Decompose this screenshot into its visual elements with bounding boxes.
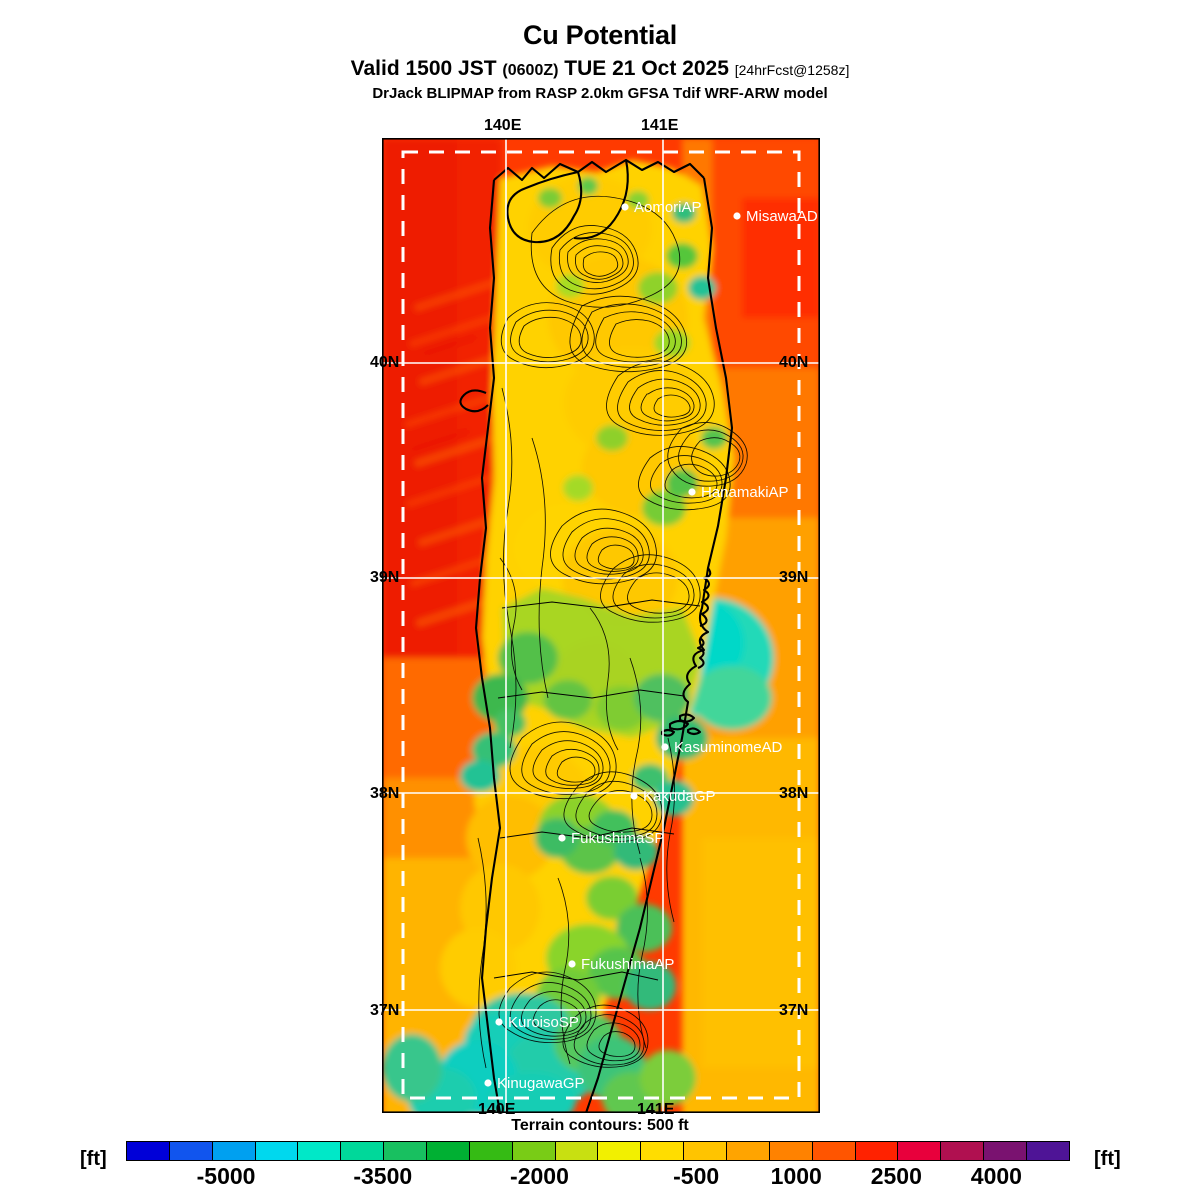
- station-misawaad[interactable]: MisawaAD: [733, 208, 818, 225]
- station-marker-icon: [733, 212, 741, 220]
- colorbar-segment-6: [384, 1142, 428, 1160]
- station-kasuminomead[interactable]: KasuminomeAD: [661, 739, 783, 756]
- colorbar-unit-right: [ft]: [1094, 1148, 1121, 1170]
- station-hanamakiap[interactable]: HanamakiAP: [688, 484, 789, 501]
- station-marker-icon: [621, 203, 629, 211]
- station-label: FukushimaSP: [571, 830, 664, 847]
- valid-utc: (0600Z): [502, 62, 559, 79]
- terrain-contour-note: Terrain contours: 500 ft: [511, 1117, 689, 1134]
- colorbar-tick-4000: 4000: [970, 1163, 1022, 1189]
- model-domain-border: [401, 150, 801, 1100]
- station-label: FukushimaAP: [581, 956, 674, 973]
- valid-time-line: Valid 1500 JST (0600Z) TUE 21 Oct 2025 […: [0, 58, 1200, 79]
- station-label: KuroisoSP: [508, 1014, 579, 1031]
- lon-label-bottom-140e: 140E: [478, 1101, 516, 1118]
- colorbar-segment-9: [512, 1142, 556, 1160]
- colorbar-segment-4: [298, 1142, 342, 1160]
- station-label: AomoriAP: [634, 199, 702, 216]
- lat-label-left-37n: 37N: [370, 1002, 400, 1019]
- terrain-contours: [477, 195, 748, 1069]
- station-marker-icon: [568, 960, 576, 968]
- colorbar-segment-1: [169, 1142, 213, 1160]
- lat-label-left-40n: 40N: [370, 354, 400, 371]
- colorbar-segment-19: [941, 1142, 985, 1160]
- colorbar-tick-labels: -5000 -3500 -2000 -500 1000 2500 4000: [126, 1163, 1070, 1197]
- station-label: MisawaAD: [746, 208, 818, 225]
- station-label: KinugawaGP: [497, 1075, 585, 1092]
- colorbar-segment-13: [684, 1142, 728, 1160]
- model-description: DrJack BLIPMAP from RASP 2.0km GFSA Tdif…: [372, 85, 828, 102]
- colorbar-unit-left: [ft]: [80, 1148, 107, 1170]
- station-label: KakudaGP: [643, 788, 716, 805]
- colorbar-segment-0: [127, 1142, 170, 1160]
- colorbar-tick-1000: 1000: [770, 1163, 822, 1189]
- map-canvas[interactable]: AomoriAP MisawaAD HanamakiAP KasuminomeAD Ka…: [382, 138, 820, 1113]
- colorbar-tick-2500: 2500: [870, 1163, 922, 1189]
- colorbar-segment-16: [812, 1142, 856, 1160]
- station-layer[interactable]: AomoriAP MisawaAD HanamakiAP KasuminomeAD Ka…: [484, 199, 818, 1092]
- colorbar-segment-3: [255, 1142, 299, 1160]
- map-frame: [382, 138, 820, 1113]
- map-gridlines: [382, 138, 820, 1113]
- colorbar-segment-21: [1027, 1142, 1069, 1160]
- coastline: [459, 158, 734, 1113]
- colorbar-segment-20: [984, 1142, 1028, 1160]
- colorbar-segment-17: [855, 1142, 899, 1160]
- station-aomoriap[interactable]: AomoriAP: [621, 199, 702, 216]
- lat-label-right-37n: 37N: [779, 1002, 809, 1019]
- lon-label-top-140e: 140E: [484, 117, 522, 134]
- colorbar-tick--2000: -2000: [510, 1163, 569, 1189]
- lat-label-right-40n: 40N: [779, 354, 809, 371]
- header: Cu Potential Valid 1500 JST (0600Z) TUE …: [0, 0, 1200, 102]
- station-label: KasuminomeAD: [674, 739, 783, 756]
- lat-label-right-39n: 39N: [779, 569, 809, 586]
- lat-label-left-39n: 39N: [370, 569, 400, 586]
- forecast-tag: [24hrFcst@1258z]: [734, 62, 850, 78]
- valid-prefix: Valid 1500 JST: [350, 57, 497, 80]
- lat-label-left-38n: 38N: [370, 785, 400, 802]
- colorbar-segment-14: [727, 1142, 770, 1160]
- station-kuroisosp[interactable]: KuroisoSP: [495, 1014, 579, 1031]
- colorbar[interactable]: [126, 1141, 1070, 1161]
- station-kakudagp[interactable]: KakudaGP: [630, 788, 716, 805]
- colorbar-segment-12: [641, 1142, 685, 1160]
- field-blobs: [382, 138, 820, 1113]
- station-marker-icon: [688, 488, 696, 496]
- colorbar-segment-8: [469, 1142, 513, 1160]
- colorbar-segment-2: [212, 1142, 256, 1160]
- station-marker-icon: [558, 834, 566, 842]
- station-marker-icon: [661, 743, 669, 751]
- colorbar-segment-15: [769, 1142, 813, 1160]
- colorbar-segment-11: [598, 1142, 642, 1160]
- lat-label-right-38n: 38N: [779, 785, 809, 802]
- station-marker-icon: [484, 1079, 492, 1087]
- station-fukushimasp[interactable]: FukushimaSP: [558, 830, 664, 847]
- station-kinugawagp[interactable]: KinugawaGP: [484, 1075, 585, 1092]
- weather-map[interactable]: AomoriAP MisawaAD HanamakiAP KasuminomeAD Ka…: [382, 138, 820, 1113]
- lon-label-top-141e: 141E: [641, 117, 679, 134]
- colorbar-tick--3500: -3500: [353, 1163, 413, 1189]
- station-marker-icon: [630, 792, 638, 800]
- station-label: HanamakiAP: [701, 484, 789, 501]
- page-title: Cu Potential: [523, 20, 677, 50]
- lon-label-bottom-141e: 141E: [637, 1101, 675, 1118]
- colorbar-segment-7: [427, 1142, 470, 1160]
- station-fukushimaap[interactable]: FukushimaAP: [568, 956, 674, 973]
- station-marker-icon: [495, 1018, 503, 1026]
- colorbar-segment-18: [898, 1142, 942, 1160]
- colorbar-segment-10: [555, 1142, 599, 1160]
- colorbar-tick--5000: -5000: [196, 1163, 256, 1189]
- colorbar-segment-5: [341, 1142, 385, 1160]
- valid-date: TUE 21 Oct 2025: [564, 57, 729, 80]
- colorbar-tick--500: -500: [673, 1163, 720, 1189]
